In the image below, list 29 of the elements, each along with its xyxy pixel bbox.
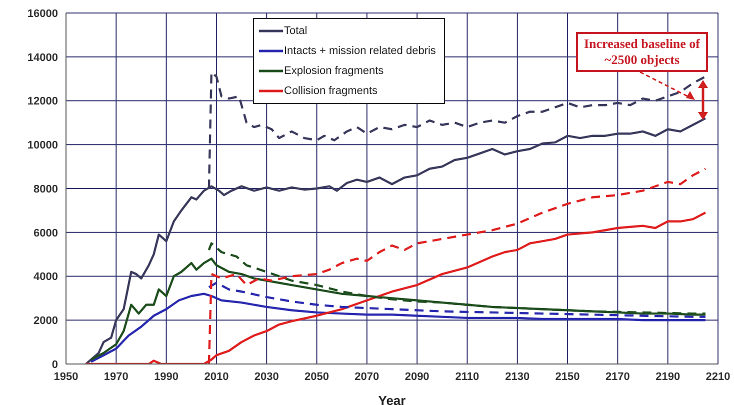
x-tick-label: 2090: [404, 370, 430, 383]
x-tick-label: 2170: [605, 370, 630, 383]
x-tick-label: 2130: [505, 370, 530, 383]
x-tick-label: 2050: [304, 370, 330, 383]
x-tick-label: 2150: [555, 370, 580, 383]
x-tick-label: 2070: [354, 370, 380, 383]
x-tick-label: 1990: [154, 370, 179, 383]
y-tick-label: 6000: [34, 227, 58, 240]
x-tick-label: 2210: [706, 370, 730, 383]
x-tick-label: 2110: [455, 370, 480, 383]
legend-label: Explosion fragments: [284, 64, 384, 79]
y-tick-label: 14000: [27, 52, 58, 64]
legend-label: Collision fragments: [284, 84, 378, 99]
y-tick-label: 4000: [34, 271, 58, 284]
y-tick-label: 16000: [27, 8, 58, 20]
annotation: Increased baseline of ~2500 objects: [576, 32, 708, 72]
y-tick-label: 12000: [27, 96, 58, 108]
x-tick-label: 1970: [104, 370, 128, 383]
x-tick-label: 2010: [204, 370, 229, 383]
y-tick-label: 2000: [34, 315, 58, 328]
x-tick-label: 1950: [54, 370, 78, 383]
legend-label: Total: [284, 24, 308, 39]
y-tick-label: 10000: [27, 140, 58, 152]
x-tick-label: 2030: [254, 370, 279, 383]
y-tick-label: 8000: [34, 183, 58, 196]
x-tick-label: 2190: [656, 370, 680, 383]
legend-label: Intacts + mission related debris: [284, 44, 436, 59]
x-axis-title: Year: [378, 393, 406, 405]
y-tick-label: 0: [52, 358, 58, 371]
